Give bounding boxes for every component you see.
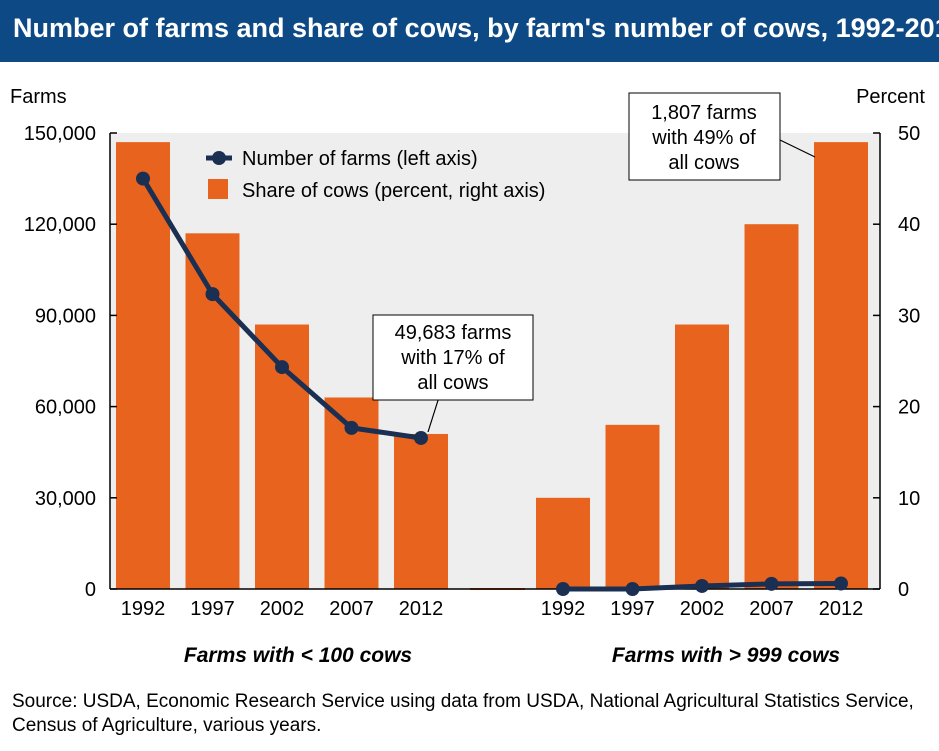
annotation-small-farms: 49,683 farms with 17% of all cows (372, 314, 534, 433)
annotation-small-farms-line3: all cows (417, 372, 488, 394)
legend-line-marker (212, 151, 226, 165)
annotation-large-farms-line2: with 49% of (651, 127, 756, 149)
point-farms-2012 (414, 430, 428, 445)
x-tick-label: 1992 (121, 598, 166, 620)
left-tick-label: 150,000 (24, 123, 96, 145)
right-axis-ticks: 50 40 30 20 10 0 (873, 123, 920, 601)
bar-share-2002 (675, 324, 729, 589)
bar-share-2012 (394, 433, 448, 589)
bar-share-1992 (116, 142, 170, 589)
bar-share-1997 (185, 233, 240, 589)
x-tick-label: 2007 (749, 598, 794, 620)
left-tick-label: 60,000 (35, 397, 96, 419)
left-tick-label: 120,000 (24, 214, 96, 236)
point-farms-2002 (695, 578, 709, 593)
x-tick-label: 2012 (399, 598, 444, 620)
x-tick-label: 1992 (541, 598, 586, 620)
left-axis-ticks: 150,000 120,000 90,000 60,000 30,000 0 (24, 123, 117, 601)
right-tick-label: 0 (898, 579, 909, 601)
point-farms-1997 (625, 582, 640, 596)
right-tick-label: 20 (898, 397, 920, 419)
chart-title: Number of farms and share of cows, by fa… (13, 13, 939, 43)
right-axis-label: Percent (856, 86, 925, 108)
title-bar: Number of farms and share of cows, by fa… (0, 0, 939, 62)
x-tick-label: 2002 (260, 598, 305, 620)
x-tick-label: 2002 (680, 598, 725, 620)
left-tick-label: 90,000 (35, 305, 96, 327)
point-farms-2007 (344, 420, 359, 435)
annotation-large-farms-box (628, 92, 781, 181)
point-farms-2002 (275, 360, 289, 375)
annotation-large-farms: 1,807 farms with 49% of all cows (628, 92, 816, 181)
annotation-large-farms-line3: all cows (668, 152, 739, 174)
point-farms-2007 (764, 576, 779, 591)
x-tick-label: 2007 (329, 598, 374, 620)
source-note: Source: USDA, Economic Research Service … (12, 691, 914, 736)
x-tick-label: 1997 (610, 598, 655, 620)
legend-entry-share: Share of cows (percent, right axis) (242, 180, 545, 202)
left-axis-label: Farms (10, 86, 67, 108)
annotation-small-farms-box (372, 314, 534, 401)
right-tick-label: 30 (898, 305, 920, 327)
right-tick-label: 50 (898, 123, 920, 145)
annotation-small-farms-line1: 49,683 farms (395, 322, 512, 344)
left-tick-label: 30,000 (35, 488, 96, 510)
legend-bar-swatch (208, 179, 228, 199)
line-series (136, 171, 848, 596)
bar-share-2007 (744, 224, 799, 589)
bar-share-2012 (814, 142, 868, 589)
legend: Number of farms (left axis) Share of cow… (206, 148, 545, 202)
annotation-small-farms-line2: with 17% of (400, 347, 505, 369)
x-tick-label: 2012 (819, 598, 864, 620)
group-label-small-farms: Farms with < 100 cows (184, 644, 412, 667)
group-label-large-farms: Farms with > 999 cows (612, 644, 840, 667)
x-tick-labels: 1992 1997 2002 2007 2012 1992 1997 2002 2007 2012 (121, 598, 864, 620)
annotation-large-farms-leader (779, 139, 816, 158)
right-tick-label: 40 (898, 214, 920, 236)
left-tick-label: 0 (85, 579, 96, 601)
x-tick-label: 1997 (190, 598, 235, 620)
legend-entry-farms: Number of farms (left axis) (242, 148, 478, 170)
annotation-large-farms-line1: 1,807 farms (651, 102, 757, 124)
point-farms-1997 (205, 287, 220, 302)
point-farms-1992 (136, 171, 150, 186)
right-tick-label: 10 (898, 488, 920, 510)
bar-share-1997 (605, 424, 660, 589)
chart-svg: 150,000 120,000 90,000 60,000 30,000 0 50 40 30… (10, 86, 925, 667)
point-farms-1992 (556, 582, 570, 596)
point-farms-2012 (834, 576, 848, 591)
bar-series (116, 142, 868, 589)
bar-share-1992 (536, 497, 590, 589)
